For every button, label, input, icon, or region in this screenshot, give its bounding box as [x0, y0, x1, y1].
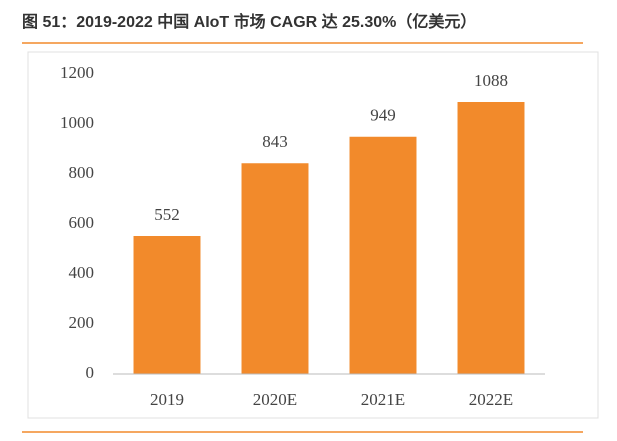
y-tick-label: 200: [69, 313, 95, 332]
x-tick-label: 2022E: [469, 390, 513, 409]
y-tick-label: 0: [86, 363, 95, 382]
data-label: 949: [370, 106, 396, 125]
data-label: 552: [154, 205, 180, 224]
bar: [241, 163, 309, 374]
bar: [349, 136, 417, 374]
plot-frame: [27, 51, 599, 419]
y-tick-label: 1000: [60, 113, 94, 132]
y-tick-label: 600: [69, 213, 95, 232]
y-tick-label: 800: [69, 163, 95, 182]
y-tick-label: 400: [69, 263, 95, 282]
x-tick-label: 2019: [150, 390, 184, 409]
y-tick-label: 1200: [60, 63, 94, 82]
data-label: 1088: [474, 71, 508, 90]
x-tick-label: 2020E: [253, 390, 297, 409]
bar: [457, 102, 525, 374]
bar: [133, 236, 201, 374]
x-tick-label: 2021E: [361, 390, 405, 409]
data-label: 843: [262, 132, 288, 151]
chart-title: 图 51：2019-2022 中国 AIoT 市场 CAGR 达 25.30%（…: [22, 12, 476, 31]
